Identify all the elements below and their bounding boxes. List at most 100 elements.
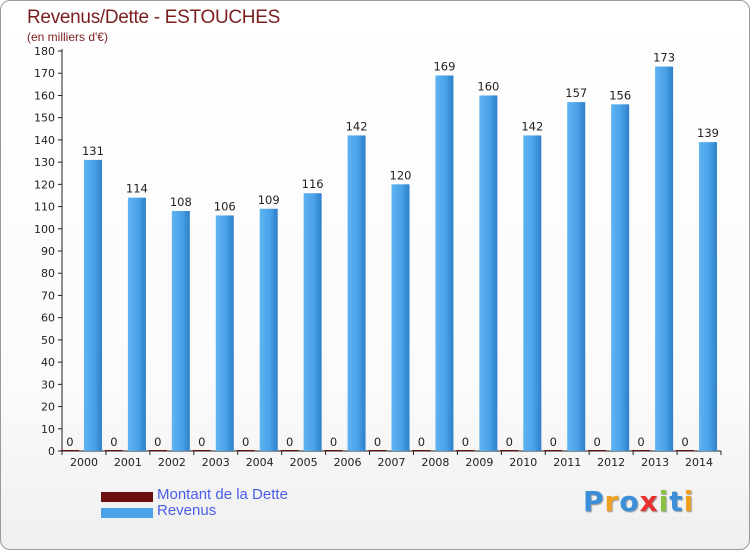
x-tick-label: 2006 (334, 456, 362, 469)
legend-swatch-dette (101, 492, 153, 502)
value-label-dette: 0 (637, 435, 644, 449)
bar-dette (104, 450, 123, 451)
bar-dette (236, 450, 255, 451)
chart-bars (60, 66, 718, 452)
bar-revenus (83, 159, 102, 451)
bar-dette (280, 450, 299, 451)
x-tick-label: 2007 (378, 456, 406, 469)
bar-revenus (391, 184, 410, 452)
value-label-revenus: 139 (697, 126, 719, 140)
bar-dette (148, 450, 167, 451)
value-label-revenus: 173 (653, 51, 675, 65)
value-label-revenus: 142 (521, 119, 543, 133)
y-tick-label: 50 (41, 334, 55, 347)
bar-revenus (259, 208, 278, 451)
y-tick-label: 90 (41, 245, 55, 258)
bar-revenus (611, 104, 630, 451)
bar-revenus (567, 102, 586, 451)
y-tick-label: 140 (34, 134, 55, 147)
bar-revenus (347, 135, 366, 451)
bar-dette (60, 450, 79, 451)
legend-label-revenus: Revenus (157, 502, 217, 519)
bar-revenus (435, 75, 454, 451)
proxiti-logo: Proxiti (583, 485, 694, 518)
y-tick-label: 40 (41, 356, 55, 369)
y-tick-label: 80 (41, 267, 55, 280)
logo-letter: r (604, 485, 620, 518)
x-tick-label: 2000 (70, 456, 98, 469)
legend-swatch-revenus (101, 508, 153, 518)
bar-revenus (523, 135, 542, 451)
bar-dette (412, 450, 431, 451)
y-tick-label: 30 (41, 378, 55, 391)
value-label-dette: 0 (110, 435, 117, 449)
x-tick-label: 2003 (202, 456, 230, 469)
x-tick-label: 2012 (597, 456, 625, 469)
y-tick-label: 120 (34, 178, 55, 191)
bar-dette (500, 450, 519, 451)
x-tick-label: 2009 (465, 456, 493, 469)
bar-revenus (127, 197, 146, 451)
y-tick-label: 20 (41, 401, 55, 414)
logo-letter: i (658, 485, 670, 518)
x-tick-label: 2004 (246, 456, 274, 469)
y-tick-label: 180 (34, 45, 55, 58)
bar-revenus (655, 66, 674, 452)
chart-axes: 0 10 20 30 40 50 60 70 80 90 100 110 120 130 140 150 160… (34, 45, 722, 469)
logo-letter: P (583, 485, 605, 518)
value-label-dette: 0 (330, 435, 337, 449)
value-label-revenus: 106 (214, 199, 236, 213)
y-tick-label: 60 (41, 312, 55, 325)
x-tick-label: 2010 (509, 456, 537, 469)
y-tick-label: 170 (34, 67, 55, 80)
value-label-revenus: 169 (433, 59, 455, 73)
value-label-revenus: 160 (477, 79, 499, 93)
bar-revenus (171, 211, 190, 451)
value-label-dette: 0 (154, 435, 161, 449)
value-label-dette: 0 (681, 435, 688, 449)
logo-letter: i (683, 485, 695, 518)
value-label-dette: 0 (286, 435, 293, 449)
legend-label-dette: Montant de la Dette (157, 486, 288, 503)
logo-letter: o (619, 485, 640, 518)
x-tick-label: 2013 (641, 456, 669, 469)
bar-revenus (699, 142, 718, 451)
value-label-dette: 0 (418, 435, 425, 449)
x-tick-label: 2002 (158, 456, 186, 469)
value-label-revenus: 157 (565, 86, 587, 100)
bar-dette (324, 450, 343, 451)
chart-subtitle: (en milliers d'€) (27, 30, 108, 44)
y-tick-label: 150 (34, 112, 55, 125)
value-label-revenus: 120 (390, 168, 412, 182)
bar-dette (632, 450, 651, 451)
bar-revenus (215, 215, 234, 451)
chart-title: Revenus/Dette - ESTOUCHES (27, 7, 280, 28)
y-tick-label: 0 (48, 445, 55, 458)
value-label-revenus: 116 (302, 177, 324, 191)
value-label-dette: 0 (374, 435, 381, 449)
bar-revenus (303, 193, 322, 451)
bar-dette (368, 450, 387, 451)
value-label-dette: 0 (198, 435, 205, 449)
value-label-dette: 0 (66, 435, 73, 449)
bar-dette (192, 450, 211, 451)
y-tick-label: 70 (41, 289, 55, 302)
value-label-revenus: 109 (258, 193, 280, 207)
x-tick-label: 2005 (290, 456, 318, 469)
y-tick-label: 110 (34, 201, 55, 214)
value-label-revenus: 108 (170, 195, 192, 209)
bar-dette (676, 450, 695, 451)
logo-letter: x (639, 485, 659, 518)
logo-letter: t (669, 485, 684, 518)
x-tick-label: 2001 (114, 456, 142, 469)
y-tick-label: 100 (34, 223, 55, 236)
bar-dette (456, 450, 475, 451)
value-label-dette: 0 (462, 435, 469, 449)
value-label-revenus: 156 (609, 88, 631, 102)
value-label-dette: 0 (550, 435, 557, 449)
value-label-revenus: 114 (126, 182, 148, 196)
value-label-dette: 0 (506, 435, 513, 449)
y-tick-label: 130 (34, 156, 55, 169)
